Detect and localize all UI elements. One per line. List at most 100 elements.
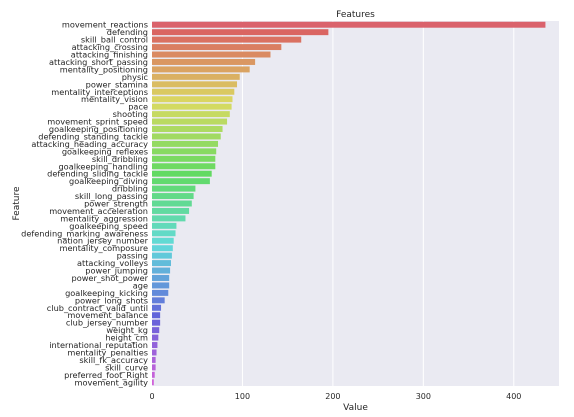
category-label: pace (128, 102, 148, 112)
x-tick-label: 200 (325, 392, 340, 401)
category-label: defending_marking_awareness (21, 228, 148, 238)
bar-attacking_short_passing (152, 58, 256, 65)
bar-mentality_positioning (152, 66, 250, 73)
category-label: skill_ball_control (81, 35, 148, 45)
bar-shooting (152, 111, 230, 118)
category-label: passing (117, 251, 148, 261)
category-label: height_cm (105, 333, 148, 343)
bar-goalkeeping_positioning (152, 126, 223, 132)
category-label: defending_sliding_tackle (47, 169, 148, 179)
bar-mentality_interceptions (152, 88, 235, 95)
category-label: age (133, 280, 148, 290)
bar-mentality_aggression (152, 215, 186, 222)
bar-power_long_shots (152, 297, 165, 304)
bar-movement_agility (152, 379, 154, 386)
x-tick-label: 300 (416, 392, 431, 401)
x-axis-label: Value (343, 403, 368, 413)
bar-passing (152, 252, 172, 259)
category-label: skill_curve (105, 362, 148, 372)
category-label: movement_sprint_speed (47, 117, 148, 127)
bar-goalkeeping_handling (152, 163, 216, 170)
bar-international_reputation (152, 342, 158, 349)
bar-goalkeeping_reflexes (152, 148, 217, 155)
bar-skill_curve (152, 364, 156, 371)
category-label: power_long_shots (75, 295, 148, 305)
bar-physic (152, 73, 240, 80)
bar-nation_jersey_number (152, 237, 174, 244)
category-label: goalkeeping_handling (58, 161, 148, 171)
category-labels: movement_reactionsdefendingskill_ball_co… (21, 20, 149, 388)
category-label: movement_acceleration (49, 206, 148, 216)
category-label: attacking_volleys (77, 258, 148, 268)
bar-movement_reactions (152, 21, 546, 28)
x-tick-label: 400 (506, 392, 521, 401)
bar-age (152, 282, 170, 289)
category-label: movement_agility (75, 377, 149, 387)
bar-club_jersey_number (152, 319, 161, 326)
chart-title: Features (336, 10, 375, 20)
category-label: mentality_positioning (60, 64, 148, 74)
category-label: power_strength (84, 199, 148, 209)
bar-skill_dribbling (152, 155, 216, 162)
bar-defending (152, 29, 329, 36)
bar-goalkeeping_kicking (152, 289, 169, 296)
bar-dribbling (152, 185, 196, 192)
category-label: goalkeeping_kicking (65, 288, 148, 298)
category-label: physic (122, 72, 148, 82)
category-label: preferred_foot_Right (64, 370, 149, 380)
y-axis-label: Feature (12, 186, 22, 220)
category-label: attacking_crossing (72, 42, 148, 52)
bar-preferred_foot_Right (152, 371, 155, 378)
bar-club_contract_valid_until (152, 304, 162, 311)
bar-defending_standing_tackle (152, 133, 221, 140)
category-label: movement_balance (67, 310, 148, 320)
category-label: shooting (113, 109, 148, 119)
category-label: attacking_heading_accuracy (31, 139, 148, 149)
category-label: mentality_penalties (67, 347, 148, 357)
bar-power_stamina (152, 81, 238, 88)
x-tick-label: 100 (235, 392, 250, 401)
bar-power_strength (152, 200, 192, 207)
bar-goalkeeping_speed (152, 222, 177, 229)
category-label: attacking_finishing (71, 50, 148, 60)
bar-mentality_composure (152, 245, 173, 252)
bar-weight_kg (152, 327, 160, 334)
bars (152, 21, 546, 386)
bar-attacking_crossing (152, 44, 282, 51)
bar-movement_acceleration (152, 207, 190, 214)
bar-power_shot_power (152, 275, 170, 281)
x-tick-labels: 0 100 200 300 400 (149, 392, 521, 401)
category-label: international_reputation (49, 340, 148, 350)
bar-goalkeeping_diving (152, 178, 210, 185)
category-label: attacking_short_passing (49, 57, 148, 67)
bar-mentality_vision (152, 96, 233, 103)
category-label: skill_dribbling (92, 154, 148, 164)
category-label: club_jersey_number (66, 318, 149, 328)
category-label: weight_kg (106, 325, 148, 335)
category-label: defending (107, 27, 148, 37)
bar-skill_fk_accuracy (152, 356, 156, 363)
category-label: movement_reactions (62, 20, 148, 30)
x-tick-label: 0 (149, 392, 154, 401)
category-label: mentality_vision (81, 94, 148, 104)
category-label: skill_fk_accuracy (79, 355, 148, 365)
bar-height_cm (152, 334, 159, 341)
category-label: club_contract_valid_until (47, 303, 148, 313)
category-label: goalkeeping_diving (69, 176, 148, 186)
category-label: defending_standing_tackle (38, 131, 148, 141)
category-label: goalkeeping_speed (69, 221, 148, 231)
bar-power_jumping (152, 267, 171, 274)
category-label: power_shot_power (72, 273, 149, 283)
bar-defending_sliding_tackle (152, 170, 212, 177)
category-label: mentality_aggression (60, 213, 148, 223)
bar-skill_long_passing (152, 193, 194, 200)
category-label: mentality_interceptions (51, 87, 148, 97)
bar-skill_ball_control (152, 36, 302, 43)
category-label: power_stamina (86, 79, 148, 89)
bar-defending_marking_awareness (152, 230, 176, 237)
category-label: nation_jersey_number (57, 236, 148, 246)
category-label: mentality_composure (60, 243, 149, 253)
bar-attacking_heading_accuracy (152, 140, 219, 147)
bar-attacking_volleys (152, 260, 171, 267)
